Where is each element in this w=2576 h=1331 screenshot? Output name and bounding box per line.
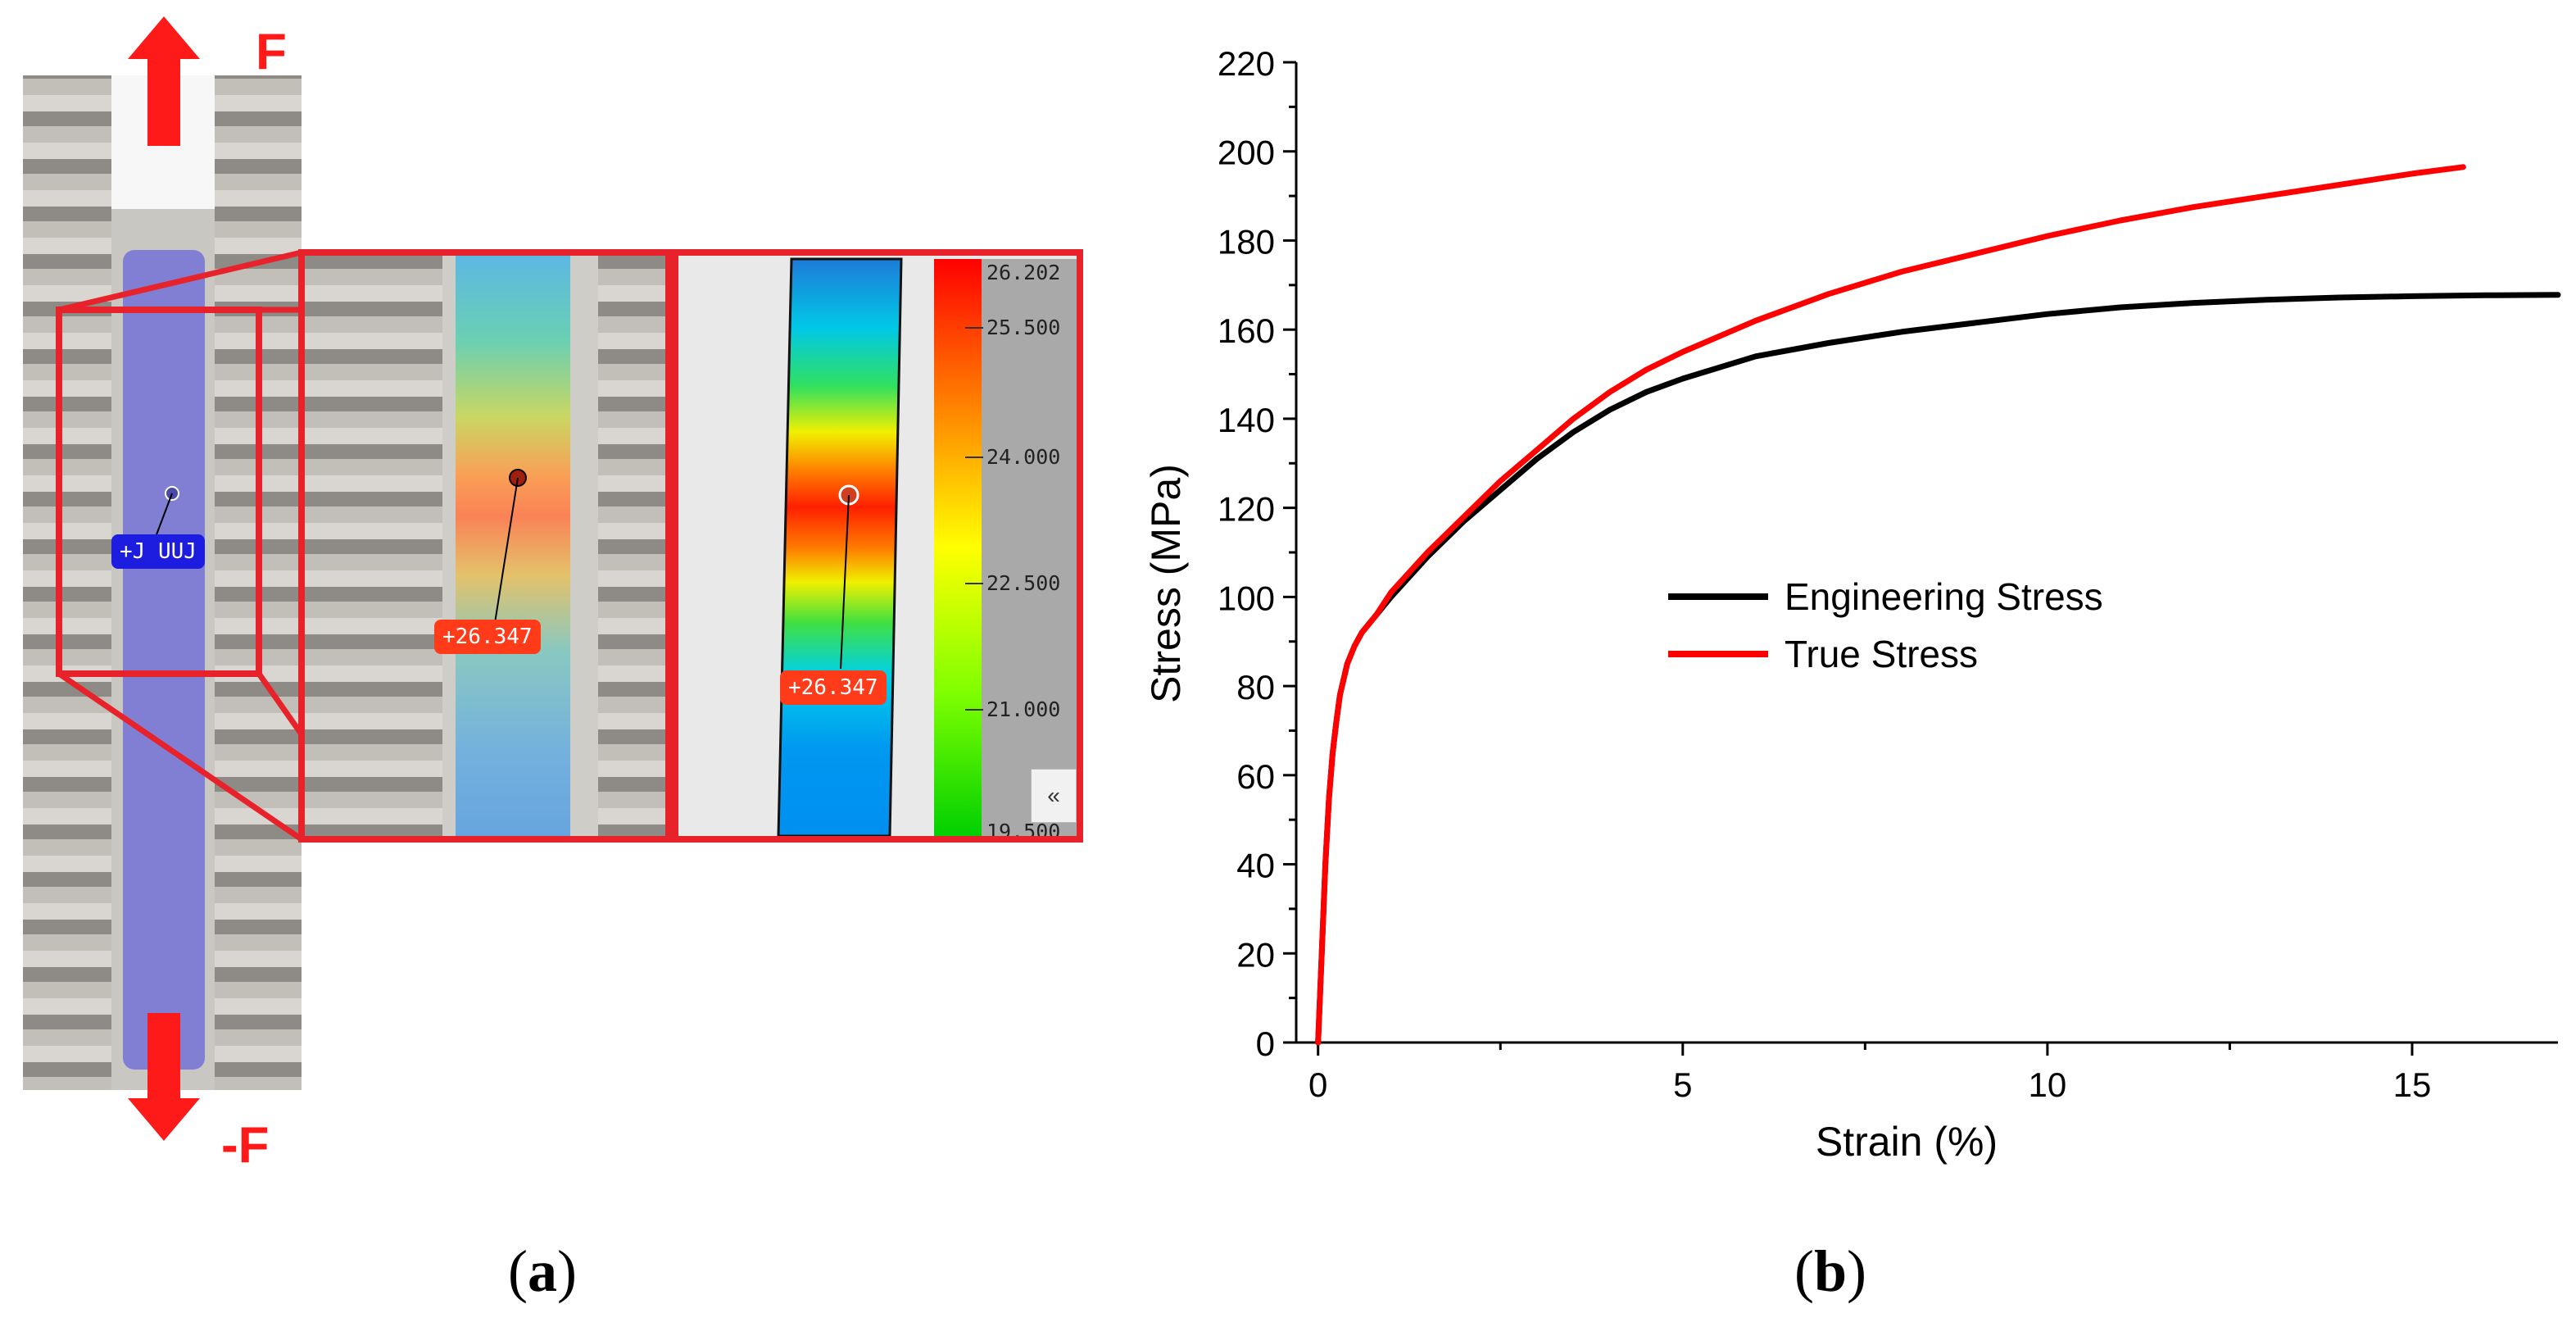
x-axis-label: Strain (%)	[1816, 1119, 1998, 1165]
specimen-overview-image	[23, 75, 302, 1090]
scale-label: 26.202	[986, 261, 1061, 284]
x-tick-label: 10	[2029, 1065, 2067, 1104]
x-tick-label: 5	[1673, 1065, 1692, 1104]
panel-b-label: (b)	[1794, 1238, 1867, 1304]
legend-label-2: True Stress	[1785, 633, 1978, 675]
chart-series	[1315, 164, 2561, 1046]
chart-axes: 0 20 40 60 80 100 120 140 160 180 200 220 0 5 10 15	[1218, 44, 2558, 1104]
y-tick-label: 0	[1256, 1024, 1275, 1063]
y-tick-label: 80	[1236, 668, 1275, 706]
panel-b-stress-strain-chart: 0 20 40 60 80 100 120 140 160 180 200 220 0 5 10 15 Eng…	[1114, 0, 2576, 1327]
y-axis-label: Stress (MPa)	[1143, 464, 1189, 703]
y-tick-label: 180	[1218, 222, 1275, 261]
y-tick-label: 100	[1218, 579, 1275, 617]
scale-label: 19.500	[986, 820, 1061, 836]
force-arrow-down-icon	[128, 1013, 200, 1141]
stress-strain-chart: 0 20 40 60 80 100 120 140 160 180 200 220 0 5 10 15 Eng…	[1143, 44, 2561, 1165]
collapse-panel-button[interactable]: «	[1031, 769, 1077, 823]
y-tick-label: 120	[1218, 490, 1275, 529]
true-stress-line	[1315, 164, 2466, 1046]
legend-label-1: Engineering Stress	[1785, 575, 2103, 618]
overview-value-tag: +J UUJ	[111, 534, 205, 569]
y-tick-label: 60	[1236, 757, 1275, 796]
x-tick-label: 0	[1308, 1065, 1327, 1104]
force-arrow-up-icon	[128, 16, 200, 146]
panel-a-label: (a)	[508, 1238, 577, 1304]
y-tick-label: 140	[1218, 401, 1275, 439]
zoom-region-box	[56, 307, 262, 677]
chart-legend: Engineering Stress True Stress	[1668, 575, 2103, 675]
strain-field-image	[672, 249, 1083, 843]
field-value-tag: +26.347	[780, 670, 887, 705]
scale-label: 22.500	[986, 571, 1061, 595]
connector-line-bottom	[57, 671, 303, 842]
y-tick-label: 220	[1218, 44, 1275, 83]
scale-label: 24.000	[986, 445, 1061, 469]
x-tick-label: 15	[2393, 1065, 2432, 1104]
force-label-bottom: -F	[221, 1117, 270, 1174]
y-tick-label: 160	[1218, 311, 1275, 350]
zoomed-specimen-image	[298, 249, 672, 843]
color-scale-bar	[934, 259, 982, 836]
connector-line-top	[58, 249, 302, 313]
force-label-top: F	[256, 24, 287, 80]
y-tick-label: 20	[1236, 935, 1275, 974]
panel-a-dic-images: F -F +J UUJ +26.347 +26.347 26.202 25.50…	[0, 0, 1114, 1327]
y-tick-label: 40	[1236, 847, 1275, 885]
zoom-value-tag: +26.347	[434, 620, 541, 654]
scale-label: 25.500	[986, 316, 1061, 339]
scale-label: 21.000	[986, 697, 1061, 721]
y-tick-label: 200	[1218, 134, 1275, 172]
dic-figure	[23, 16, 1083, 1141]
